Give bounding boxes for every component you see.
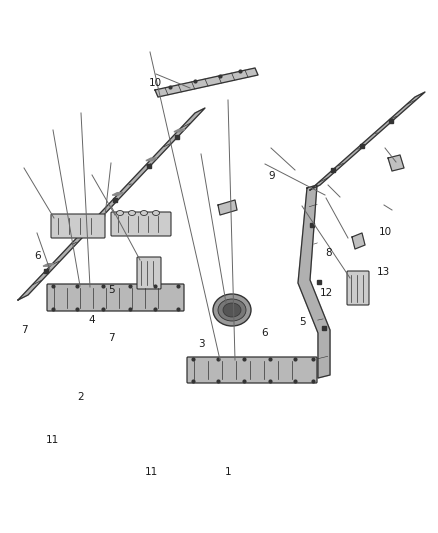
- Text: 2: 2: [78, 392, 85, 402]
- Text: 7: 7: [108, 334, 115, 343]
- Polygon shape: [298, 185, 330, 378]
- Text: 10: 10: [379, 227, 392, 237]
- Text: 9: 9: [268, 171, 275, 181]
- Text: 3: 3: [198, 339, 205, 349]
- Polygon shape: [18, 108, 205, 300]
- FancyBboxPatch shape: [347, 271, 369, 305]
- Polygon shape: [310, 92, 425, 190]
- Text: 11: 11: [145, 467, 158, 477]
- Text: 6: 6: [34, 251, 41, 261]
- FancyBboxPatch shape: [111, 212, 171, 236]
- Ellipse shape: [141, 211, 148, 215]
- Polygon shape: [174, 130, 185, 132]
- Text: 4: 4: [88, 315, 95, 325]
- Polygon shape: [352, 233, 365, 249]
- Polygon shape: [146, 158, 157, 160]
- Text: 5: 5: [299, 318, 306, 327]
- Ellipse shape: [213, 294, 251, 326]
- Text: 11: 11: [46, 435, 59, 445]
- Text: 10: 10: [149, 78, 162, 87]
- Text: 6: 6: [261, 328, 268, 338]
- Ellipse shape: [117, 211, 124, 215]
- FancyBboxPatch shape: [137, 257, 161, 289]
- Text: 12: 12: [320, 288, 333, 298]
- Text: 5: 5: [108, 286, 115, 295]
- Ellipse shape: [223, 303, 241, 317]
- Text: 1: 1: [224, 467, 231, 477]
- FancyBboxPatch shape: [51, 214, 105, 238]
- Polygon shape: [155, 68, 258, 97]
- Ellipse shape: [128, 211, 135, 215]
- Polygon shape: [388, 155, 404, 171]
- Polygon shape: [218, 200, 237, 215]
- Text: 7: 7: [21, 326, 28, 335]
- Polygon shape: [112, 192, 123, 195]
- FancyBboxPatch shape: [187, 357, 317, 383]
- FancyBboxPatch shape: [47, 284, 184, 311]
- Text: 13: 13: [377, 267, 390, 277]
- Text: 8: 8: [325, 248, 332, 258]
- Polygon shape: [43, 264, 54, 266]
- Polygon shape: [81, 225, 92, 228]
- Ellipse shape: [152, 211, 159, 215]
- Ellipse shape: [218, 299, 246, 321]
